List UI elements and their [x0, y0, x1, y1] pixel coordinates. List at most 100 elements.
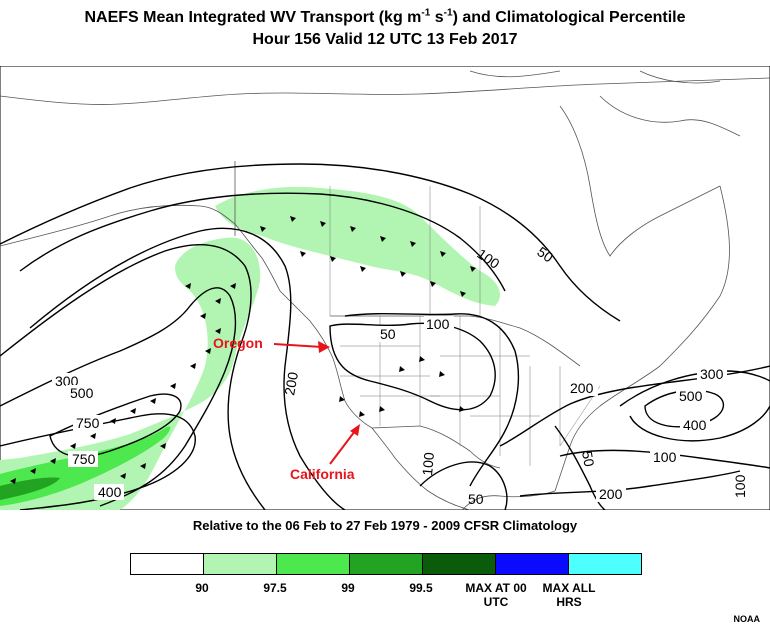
- vector-arrow: [360, 266, 366, 272]
- climatology-subtitle: Relative to the 06 Feb to 27 Feb 1979 - …: [192, 518, 578, 533]
- contour-label: 50: [468, 491, 484, 507]
- contour-label: 500: [679, 388, 703, 404]
- contour-label: 200: [599, 486, 623, 502]
- annotation-california: California: [290, 466, 355, 482]
- legend-swatch-5: [423, 554, 496, 574]
- contour-label: 200: [570, 380, 594, 396]
- annotation-oregon: Oregon: [213, 335, 263, 351]
- vector-arrow: [290, 216, 296, 222]
- annotation-arrowhead-oregon: [318, 341, 330, 353]
- vector-arrow: [470, 266, 476, 272]
- legend-swatch-3: [277, 554, 350, 574]
- vector-arrow: [400, 271, 406, 277]
- contour-100-interior: [344, 312, 520, 487]
- vector-arrow: [190, 363, 196, 369]
- legend-swatch-2: [204, 554, 277, 574]
- vector-arrow: [130, 408, 136, 414]
- annotation-arrow-oregon: [273, 343, 323, 348]
- legend-label: MAX ALL HRS: [542, 581, 596, 609]
- vector-arrow: [70, 443, 76, 449]
- vector-arrow: [419, 356, 425, 362]
- contour-200-west: [29, 227, 346, 510]
- legend-swatch-1: [131, 554, 204, 574]
- vector-arrow: [260, 226, 266, 232]
- annotation-arrowhead-california: [350, 424, 360, 436]
- vector-arrow: [90, 433, 96, 439]
- vector-arrow: [215, 328, 221, 334]
- coastline-baja: [371, 427, 471, 510]
- vector-arrow: [339, 396, 345, 402]
- vector-arrow: [140, 463, 146, 469]
- vector-arrow: [379, 406, 385, 412]
- vector-arrow: [185, 283, 191, 289]
- legend-swatch-7: [569, 554, 641, 574]
- legend-swatch-6: [496, 554, 569, 574]
- vector-arrow: [439, 371, 445, 377]
- vector-arrow: [10, 478, 16, 484]
- vector-arrow: [205, 348, 211, 354]
- contour-label: 750: [76, 415, 100, 431]
- contour-label: 50: [579, 450, 597, 468]
- ivt-map: 300 500 750 750 400 200 50 100 100 50 20…: [0, 66, 770, 510]
- legend-label: 97.5: [263, 581, 287, 595]
- contour-label: 750: [72, 451, 96, 467]
- contour-east-200: [499, 365, 770, 447]
- contour-label: 200: [281, 371, 301, 397]
- contour-east-100: [559, 449, 770, 469]
- legend-label: 99: [341, 581, 355, 595]
- contour-label: 300: [700, 366, 724, 382]
- arctic-islands: [469, 70, 741, 137]
- contour-label: 50: [380, 326, 396, 342]
- legend-swatch-4: [350, 554, 423, 574]
- coastline-pacific-northwest: [279, 290, 373, 429]
- contour-mexico-100: [419, 461, 508, 510]
- vector-arrow: [30, 468, 36, 474]
- contour-300-west: [0, 244, 266, 510]
- chart-title-line1: NAEFS Mean Integrated WV Transport (kg m…: [84, 7, 686, 26]
- coastline-arctic: [0, 77, 770, 105]
- vector-arrow: [410, 241, 416, 247]
- contour-label: 100: [426, 316, 450, 332]
- contour-east-50: [554, 425, 606, 510]
- ivt-vectors: [10, 216, 476, 484]
- vector-arrow: [150, 398, 156, 404]
- contour-50-interior: [329, 322, 496, 411]
- contour-labels: 300 500 750 750 400 200 50 100 100 50 20…: [52, 243, 748, 507]
- vector-arrow: [110, 418, 116, 424]
- vector-arrow: [320, 221, 326, 227]
- vector-arrow: [300, 251, 306, 257]
- coastline-alaska: [0, 204, 281, 292]
- vector-arrow: [440, 251, 446, 257]
- vector-arrow: [460, 291, 466, 297]
- vector-arrow: [215, 298, 221, 304]
- contour-label: 100: [653, 449, 677, 465]
- border-us-mexico: [371, 425, 501, 469]
- ivt-contours: [0, 163, 770, 510]
- vector-arrow: [160, 443, 166, 449]
- annotations: Oregon California: [213, 335, 360, 482]
- contour-label: 400: [683, 417, 707, 433]
- vector-arrow: [330, 256, 336, 262]
- contour-label: 100: [419, 451, 437, 476]
- legend-label: 99.5: [409, 581, 433, 595]
- legend-label: 90: [195, 581, 209, 595]
- vector-arrow: [230, 283, 236, 289]
- vector-arrow: [430, 281, 436, 287]
- coastline-atlantic: [554, 185, 730, 492]
- chart-title-line2: Hour 156 Valid 12 UTC 13 Feb 2017: [252, 31, 518, 48]
- vector-arrow: [200, 313, 206, 319]
- contour-500-west: [0, 287, 237, 507]
- vector-arrow: [350, 226, 356, 232]
- legend-label: MAX AT 00 UTC: [465, 581, 527, 609]
- vector-arrow: [459, 406, 465, 412]
- annotation-arrow-california: [329, 430, 356, 465]
- contour-east-200-south: [519, 470, 741, 497]
- vector-arrow: [399, 366, 405, 372]
- contour-east-400: [629, 405, 770, 442]
- contour-label: 500: [70, 385, 94, 401]
- shading-97-5-canada: [215, 186, 500, 306]
- vector-arrow: [359, 411, 365, 417]
- vector-arrow: [380, 236, 386, 242]
- noaa-credit: NOAA: [733, 614, 761, 624]
- contour-label: 400: [98, 484, 122, 500]
